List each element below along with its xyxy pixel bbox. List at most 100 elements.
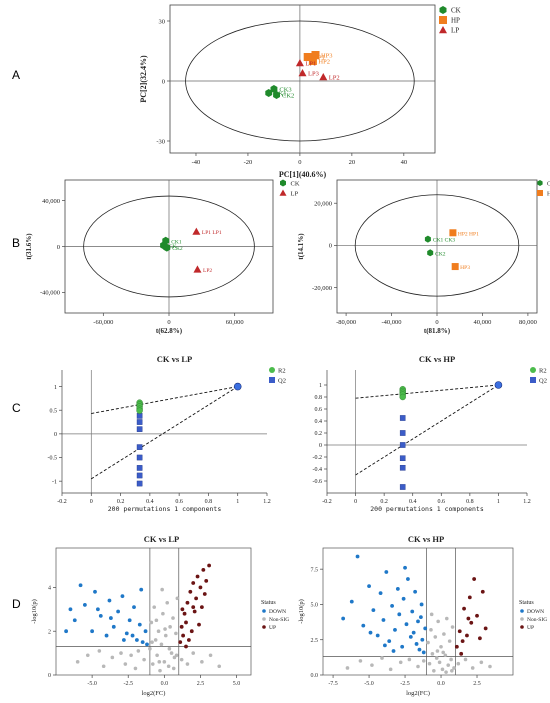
nonsig-point [142,657,146,662]
down-point [132,605,136,610]
down-point [78,583,83,588]
nonsig-point [163,633,168,638]
legend-marker-q2 [530,377,536,383]
nonsig-point [456,661,461,666]
nonsig-point [159,642,164,647]
q2-point [136,480,143,487]
point-label: CK1 [274,91,286,98]
y-tick-label: -0.6 [313,479,323,485]
up-point [460,639,465,644]
up-point [178,640,183,645]
y-axis-label: t(14.1%) [297,233,305,260]
x-tick-label: 0.6 [438,499,446,505]
legend-marker [520,617,524,621]
y-tick-label: 0 [57,244,60,251]
nonsig-point [85,653,90,658]
legend-marker-lp [279,189,287,196]
nonsig-point [110,655,115,660]
legend-marker-q2 [269,377,275,383]
x-tick-label: -5.0 [364,681,374,687]
down-point [139,587,144,592]
nonsig-point [444,670,448,674]
up-point [181,633,186,638]
nonsig-point [470,666,475,670]
y-axis-label: -log10(p) [298,599,305,624]
point-label: LP3 [308,71,319,78]
up-point [180,607,185,612]
r2-point [399,393,406,401]
data-point-hp [308,57,317,65]
nonsig-point [123,662,128,666]
data-point-lp [192,227,201,235]
down-point [387,639,392,644]
down-point [130,633,135,638]
y-tick-label: 5.0 [311,603,319,609]
nonsig-point [446,663,451,667]
final-model-point [494,381,503,389]
x-tick-label: -0.2 [57,499,67,505]
up-point [197,622,201,627]
nonsig-point [441,650,445,655]
y-tick-label: 0 [329,243,332,250]
nonsig-point [175,596,180,601]
y-tick-label: -1 [52,479,57,485]
legend-label: LP [291,191,299,198]
down-point [124,631,129,636]
q2-point [136,465,143,471]
chart-title: CK vs HP [419,354,455,364]
up-point [483,626,488,631]
data-point-lp [298,69,307,77]
y-tick-label: 2 [48,629,51,635]
x-tick-label: -5.0 [87,681,97,687]
down-point [397,612,402,617]
nonsig-point [436,619,440,624]
nonsig-point [479,660,484,665]
nonsig-point [150,640,154,644]
x-tick-label: 0 [90,499,93,505]
legend-label: DOWN [527,609,544,615]
x-tick-label: -20 [244,159,253,166]
legend-label: LP [451,27,459,35]
nonsig-point [450,668,454,673]
legend-label: R2 [539,367,547,374]
up-point [184,620,188,625]
nonsig-point [101,664,106,669]
q2-point [399,455,406,462]
legend-marker [520,625,524,629]
plot-frame [322,547,514,676]
nonsig-point [148,646,152,651]
score-plot-a: -40 -20 0 20 40 -30 0 30 PC[1](40.6%) PC[2](32.4%… [139,4,461,179]
x-tick-label: 0.8 [205,499,213,505]
y-tick-label: 40,000 [42,198,60,205]
legend-label: HP [547,192,550,198]
x-tick-label: 2.5 [197,681,205,687]
legend-label: CK [291,181,300,188]
legend-marker-lp [439,26,447,34]
nonsig-point [427,661,432,666]
up-point [466,616,471,621]
down-point [127,618,132,623]
data-point-ck [163,243,171,252]
x-tick-label: -7.5 [328,681,338,687]
legend-marker-hp [439,16,447,24]
x-axis-label: log2(FC) [406,690,430,697]
q2-point [136,472,143,479]
legend-title: Status [261,600,276,606]
legend-title: Status [519,600,534,606]
x-tick-label: 40 [401,159,408,166]
up-point [179,624,184,629]
y-tick-label: 0.4 [315,419,323,425]
x-tick-label: 0.8 [466,499,474,505]
nonsig-point [398,660,403,665]
nonsig-point [447,639,452,643]
plot-frame [169,4,436,154]
down-point [143,629,148,634]
nonsig-point [157,660,162,664]
nonsig-point [440,667,445,672]
down-point [121,638,126,642]
y-tick-label: -0.2 [313,455,323,461]
volcano-plot-d2: CK vs HP -7.5 -5.0 -2.5 0.0 2.5 0.0 2.5 5.0 7.5 lo… [298,534,547,697]
x-tick-label: -2.5 [123,681,133,687]
x-tick-label: -40,000 [382,319,402,326]
legend-label: Q2 [539,377,547,384]
